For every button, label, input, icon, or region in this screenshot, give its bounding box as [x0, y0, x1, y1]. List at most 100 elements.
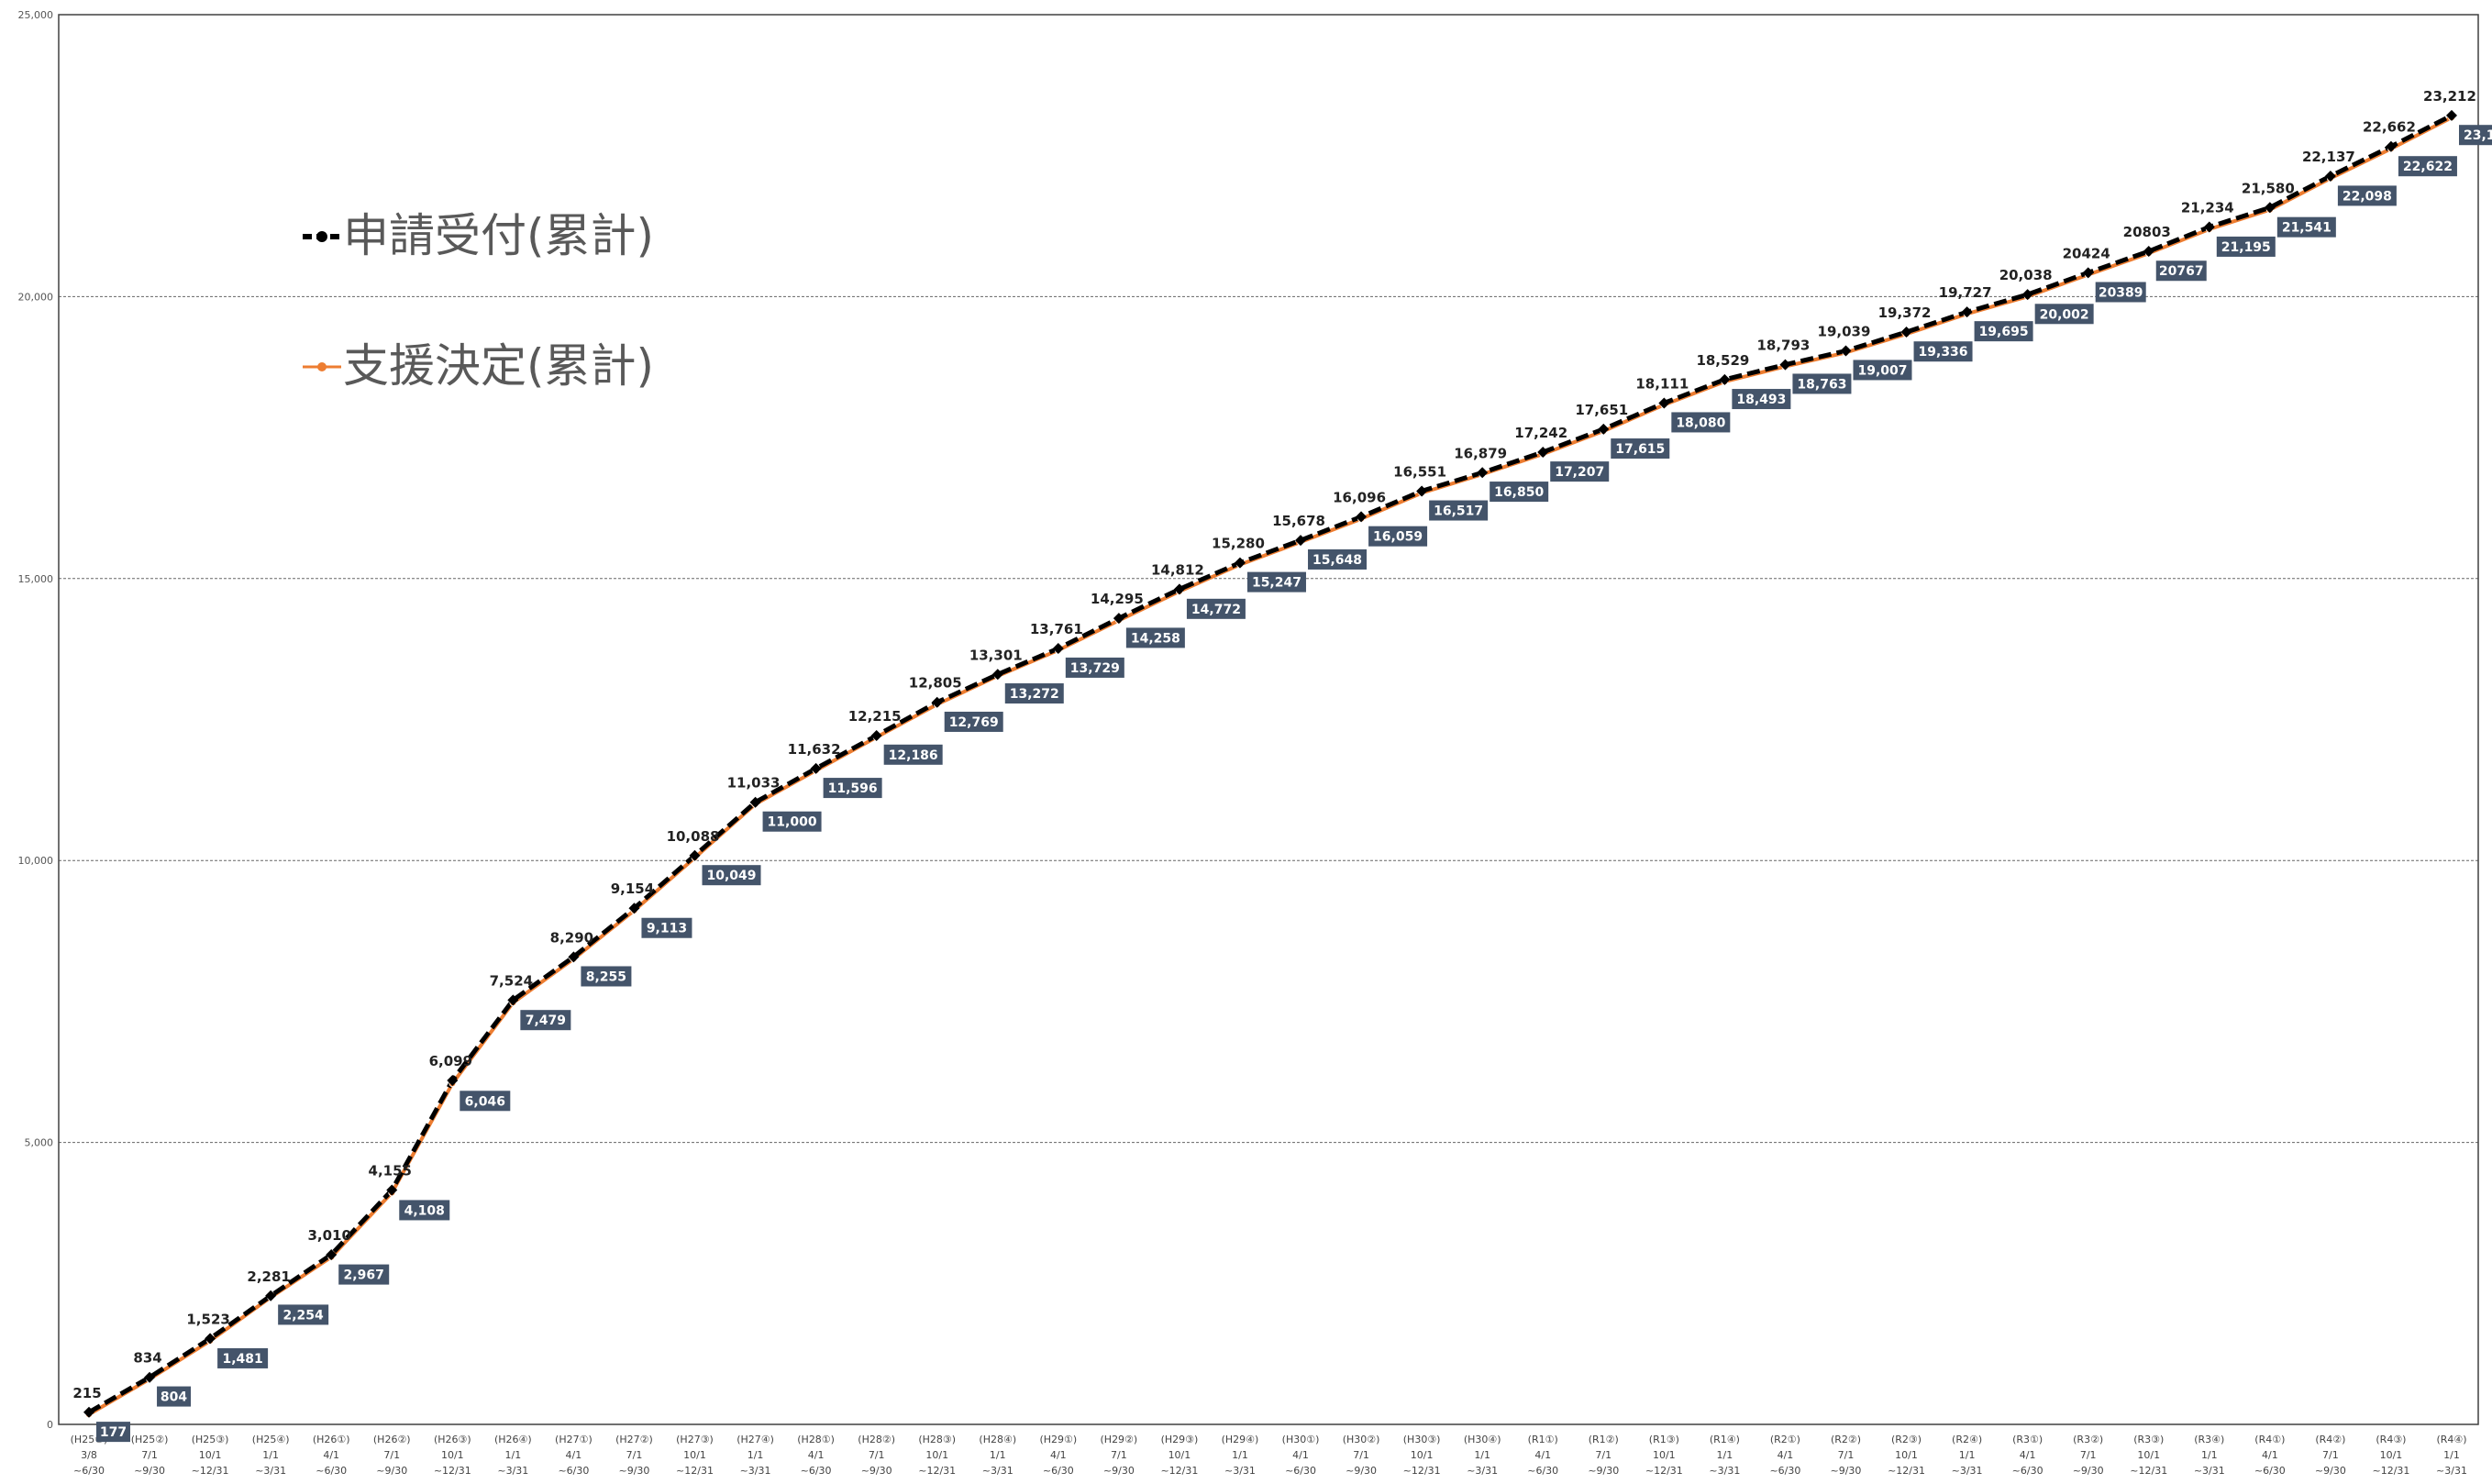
- data-label-applications: 17,651: [1575, 402, 1628, 418]
- x-tick-label-group: (H27③) 10/1 ~12/31: [676, 1434, 714, 1477]
- marker-applications: [386, 1184, 398, 1196]
- data-label-applications: 11,033: [727, 775, 781, 792]
- x-tick-label: ~3/31: [497, 1465, 528, 1477]
- x-tick-label: 4/1: [808, 1449, 825, 1461]
- x-tick-label: ~3/31: [2436, 1465, 2467, 1477]
- x-tick-label: (R4④): [2436, 1434, 2466, 1445]
- series-line-applications: [87, 113, 2453, 1414]
- data-label-box: [1125, 627, 1185, 648]
- data-label-text: 17,615: [1615, 442, 1665, 457]
- data-label-decisions: 10,049: [702, 865, 761, 886]
- data-label-decisions: 15,648: [1308, 548, 1368, 570]
- data-label-box: [2216, 236, 2276, 257]
- data-label-text: 16,059: [1373, 530, 1423, 545]
- data-label-text: 10,049: [706, 869, 756, 883]
- data-label-text: 20389: [2099, 285, 2143, 300]
- data-label-decisions: 16,850: [1490, 482, 1549, 503]
- x-tick-label-group: (H27④) 1/1 ~3/31: [737, 1434, 774, 1477]
- x-tick-label: 4/1: [1292, 1449, 1309, 1461]
- data-label-text: 9,113: [647, 922, 687, 936]
- data-label-text: 13,729: [1070, 661, 1120, 676]
- data-label-text: 19,007: [1857, 363, 1907, 378]
- y-axis-tick-labels: 0 5,000 10,000 15,000 20,000 25,000: [18, 9, 54, 1431]
- data-label-applications: 13,761: [1030, 621, 1083, 637]
- data-label-decisions: 11,596: [823, 778, 882, 799]
- data-label-text: 11,000: [768, 815, 817, 830]
- data-label-applications: 12,805: [909, 675, 962, 692]
- data-label-text: 2,967: [344, 1268, 384, 1283]
- x-tick-label: (H28②): [858, 1434, 895, 1445]
- data-label-text: 15,648: [1312, 553, 1362, 568]
- data-label-applications: 834: [133, 1350, 161, 1367]
- x-tick-label-group: (R1①) 4/1 ~6/30: [1527, 1434, 1558, 1477]
- x-tick-label: 1/1: [1717, 1449, 1733, 1461]
- data-label-box: [1671, 412, 1731, 433]
- x-tick-label-group: (H30③) 10/1 ~12/31: [1403, 1434, 1441, 1477]
- data-label-applications: 16,879: [1454, 445, 1507, 461]
- data-label-text: 15,247: [1252, 576, 1301, 591]
- x-tick-label: ~6/30: [316, 1465, 347, 1477]
- marker-applications: [2203, 221, 2215, 233]
- legend-label-decisions: 支援決定(累計): [343, 339, 654, 393]
- x-tick-label-group: (H26②) 7/1 ~9/30: [373, 1434, 411, 1477]
- data-label-applications: 4,155: [369, 1163, 412, 1179]
- data-label-applications: 23,212: [2423, 88, 2476, 105]
- x-tick-label: (H28④): [979, 1434, 1016, 1445]
- x-tick-label: (H27②): [615, 1434, 653, 1445]
- data-label-decisions: 17,207: [1550, 461, 1610, 482]
- x-tick-label: ~3/31: [1224, 1465, 1256, 1477]
- data-label-text: 23,175: [2464, 128, 2492, 143]
- x-tick-label: 4/1: [1534, 1449, 1551, 1461]
- x-tick-label: ~3/31: [982, 1465, 1013, 1477]
- data-label-applications: 21,580: [2242, 180, 2295, 196]
- data-label-text: 14,258: [1131, 631, 1180, 646]
- data-label-text: 21,541: [2282, 221, 2331, 236]
- x-tick-label-group: (H29①) 4/1 ~6/30: [1039, 1434, 1077, 1477]
- data-label-box: [1065, 657, 1124, 678]
- data-label-applications: 15,678: [1272, 513, 1325, 529]
- data-label-box: [581, 966, 632, 987]
- data-label-applications: 22,137: [2302, 149, 2355, 165]
- x-tick-label: 10/1: [925, 1449, 948, 1461]
- data-label-applications: 14,812: [1151, 561, 1204, 578]
- x-tick-label: (R1④): [1710, 1434, 1740, 1445]
- data-label-decisions: 13,272: [1004, 683, 1064, 704]
- x-tick-label: (H28①): [797, 1434, 835, 1445]
- data-label-box: [2398, 156, 2457, 177]
- data-label-decisions: 18,763: [1792, 373, 1852, 394]
- x-tick-label: (H26①): [313, 1434, 350, 1445]
- data-label-applications: 2,281: [247, 1268, 290, 1285]
- gridlines: [59, 295, 2478, 1144]
- x-tick-label: 7/1: [626, 1449, 643, 1461]
- x-tick-label: 10/1: [1168, 1449, 1191, 1461]
- series-markers: [83, 109, 2457, 1419]
- x-tick-label-group: (R4①) 4/1 ~6/30: [2254, 1434, 2286, 1477]
- x-tick-label-group: (R2④) 1/1 ~3/31: [1952, 1434, 1983, 1477]
- data-label-box: [1550, 461, 1610, 482]
- marker-applications: [2143, 246, 2154, 258]
- x-tick-label-group: (H27②) 7/1 ~9/30: [615, 1434, 653, 1477]
- data-label-decisions: 18,493: [1732, 389, 1791, 410]
- x-tick-label: (R4③): [2376, 1434, 2406, 1445]
- data-label-box: [702, 865, 761, 886]
- x-tick-label: 7/1: [141, 1449, 158, 1461]
- data-label-applications: 21,234: [2181, 200, 2234, 216]
- data-label-applications: 10,088: [667, 828, 720, 845]
- data-label-box: [278, 1304, 329, 1325]
- x-tick-label: ~12/31: [1888, 1465, 1925, 1477]
- x-tick-label: ~9/30: [376, 1465, 407, 1477]
- x-tick-label: 10/1: [441, 1449, 464, 1461]
- data-label-box: [1732, 389, 1791, 410]
- data-label-decisions: 6,046: [460, 1091, 511, 1112]
- x-tick-label: 4/1: [1050, 1449, 1067, 1461]
- x-tick-label: (H28③): [918, 1434, 956, 1445]
- marker-applications: [1052, 642, 1064, 654]
- x-tick-label: ~6/30: [1527, 1465, 1558, 1477]
- legend-marker-applications: [316, 231, 327, 242]
- data-label-box: [823, 778, 882, 799]
- x-tick-label-group: (H26③) 10/1 ~12/31: [434, 1434, 471, 1477]
- data-label-decisions: 23,175: [2459, 125, 2492, 146]
- marker-applications: [1658, 397, 1670, 409]
- x-tick-label: (H29④): [1222, 1434, 1259, 1445]
- data-label-applications: 3,010: [307, 1227, 350, 1244]
